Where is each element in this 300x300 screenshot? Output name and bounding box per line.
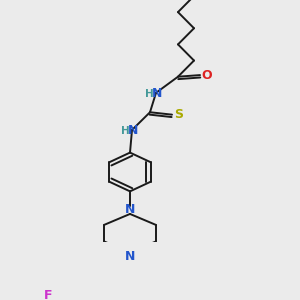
Text: N: N <box>125 203 135 216</box>
Text: N: N <box>152 87 162 100</box>
Text: H: H <box>145 89 153 99</box>
Text: S: S <box>175 108 184 121</box>
Text: N: N <box>128 124 138 137</box>
Text: H: H <box>121 126 129 136</box>
Text: N: N <box>125 250 135 263</box>
Text: F: F <box>44 290 52 300</box>
Text: O: O <box>202 69 212 82</box>
